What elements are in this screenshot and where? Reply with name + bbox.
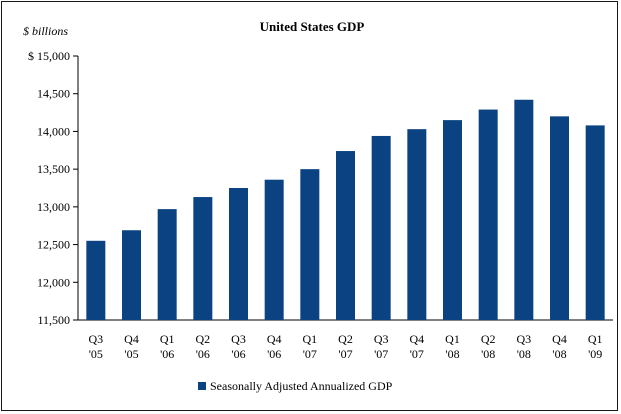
- x-tick-label-quarter: Q4: [552, 332, 567, 346]
- bar: [514, 99, 534, 321]
- bar: [193, 197, 213, 320]
- x-tick-label-quarter: Q4: [267, 332, 282, 346]
- x-tick-label-quarter: Q3: [231, 332, 246, 346]
- bar: [585, 125, 605, 320]
- x-tick-label-quarter: Q1: [160, 332, 175, 346]
- x-tick-label-year: '06: [160, 347, 174, 361]
- legend: Seasonally Adjusted Annualized GDP: [198, 379, 393, 393]
- bar: [157, 209, 177, 320]
- x-tick-label-year: '08: [481, 347, 495, 361]
- bar: [371, 135, 391, 320]
- x-ticks: Q3'05Q4'05Q1'06Q2'06Q3'06Q4'06Q1'07Q2'07…: [88, 332, 602, 361]
- bar: [229, 188, 248, 320]
- y-ticks: 11,500 12,000 12,500 13,000 13,500 14,000 14,5…: [28, 49, 78, 327]
- y-tick-label: 14,000: [37, 124, 70, 138]
- bar: [122, 230, 141, 320]
- bar: [443, 120, 462, 320]
- y-tick-label: $ 15,000: [28, 49, 70, 63]
- x-tick-label-year: '06: [231, 347, 245, 361]
- x-tick-label-quarter: Q4: [409, 332, 424, 346]
- x-tick-label-year: '07: [338, 347, 352, 361]
- x-tick-label-quarter: Q3: [88, 332, 103, 346]
- bar: [264, 179, 284, 320]
- y-tick-label: 12,000: [37, 275, 70, 289]
- y-tick-label: 13,000: [37, 200, 70, 214]
- x-tick-label-year: '09: [588, 347, 602, 361]
- bar: [478, 109, 498, 320]
- bar: [86, 240, 106, 320]
- x-tick-label-year: '07: [303, 347, 317, 361]
- bar: [300, 169, 320, 320]
- x-tick-label-quarter: Q1: [588, 332, 603, 346]
- x-tick-label-year: '07: [410, 347, 424, 361]
- bar: [336, 151, 355, 320]
- x-tick-label-year: '08: [517, 347, 531, 361]
- x-tick-label-quarter: Q1: [445, 332, 460, 346]
- legend-swatch: [198, 382, 206, 390]
- y-tick-label: 14,500: [37, 87, 70, 101]
- legend-label: Seasonally Adjusted Annualized GDP: [210, 379, 393, 393]
- x-tick-label-year: '08: [552, 347, 566, 361]
- x-tick-label-quarter: Q2: [195, 332, 210, 346]
- x-tick-label-year: '06: [196, 347, 210, 361]
- bar: [550, 116, 569, 320]
- y-tick-label: 11,500: [37, 313, 70, 327]
- x-tick-label-year: '05: [124, 347, 138, 361]
- x-tick-label-quarter: Q3: [374, 332, 389, 346]
- x-tick-label-quarter: Q2: [481, 332, 496, 346]
- bars: [86, 99, 605, 321]
- y-unit-label: $ billions: [23, 24, 68, 38]
- bar: [407, 129, 427, 320]
- x-tick-label-year: '06: [267, 347, 281, 361]
- y-tick-label: 12,500: [37, 238, 70, 252]
- chart-title: United States GDP: [260, 19, 365, 34]
- x-tick-label-year: '07: [374, 347, 388, 361]
- x-tick-label-quarter: Q2: [338, 332, 353, 346]
- x-tick-label-quarter: Q1: [302, 332, 317, 346]
- x-tick-label-quarter: Q3: [516, 332, 531, 346]
- x-tick-label-year: '05: [89, 347, 103, 361]
- y-tick-label: 13,500: [37, 162, 70, 176]
- x-tick-label-year: '08: [445, 347, 459, 361]
- x-tick-label-quarter: Q4: [124, 332, 139, 346]
